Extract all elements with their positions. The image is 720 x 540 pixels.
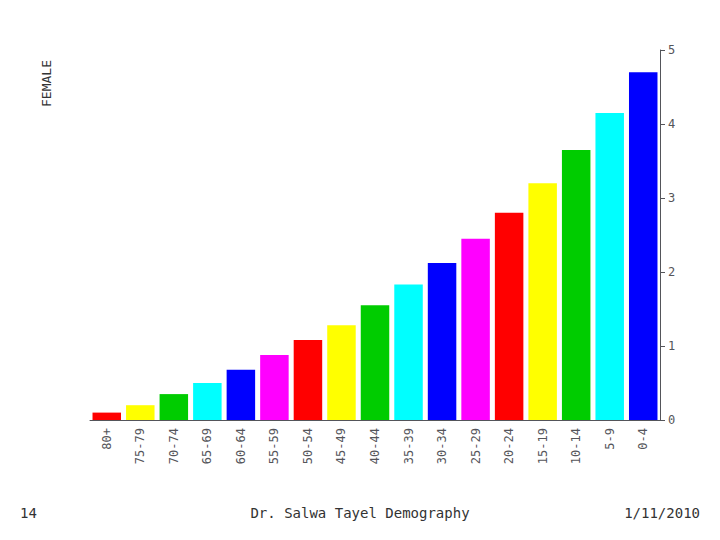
- svg-text:70-74: 70-74: [167, 428, 181, 464]
- svg-text:20-24: 20-24: [502, 428, 516, 464]
- svg-text:50-54: 50-54: [301, 428, 315, 464]
- svg-text:30-34: 30-34: [435, 428, 449, 464]
- svg-text:5-9: 5-9: [603, 428, 617, 450]
- svg-text:FEMALE: FEMALE: [39, 60, 54, 107]
- svg-text:Dr. Salwa Tayel Demography: Dr. Salwa Tayel Demography: [250, 505, 469, 521]
- svg-text:0-4: 0-4: [636, 428, 650, 450]
- svg-text:1: 1: [668, 339, 675, 353]
- svg-text:5: 5: [668, 43, 675, 57]
- svg-text:65-69: 65-69: [200, 428, 214, 464]
- svg-text:0: 0: [668, 413, 675, 427]
- svg-text:14: 14: [20, 505, 37, 521]
- svg-text:10-14: 10-14: [569, 428, 583, 464]
- svg-text:55-59: 55-59: [267, 428, 281, 464]
- svg-text:60-64: 60-64: [234, 428, 248, 464]
- svg-text:3: 3: [668, 191, 675, 205]
- svg-text:75-79: 75-79: [133, 428, 147, 464]
- svg-text:15-19: 15-19: [536, 428, 550, 464]
- svg-text:80+: 80+: [100, 428, 114, 450]
- svg-text:4: 4: [668, 117, 675, 131]
- svg-text:2: 2: [668, 265, 675, 279]
- svg-text:35-39: 35-39: [402, 428, 416, 464]
- svg-text:40-44: 40-44: [368, 428, 382, 464]
- svg-text:1/11/2010: 1/11/2010: [624, 505, 700, 521]
- svg-text:45-49: 45-49: [334, 428, 348, 464]
- svg-text:25-29: 25-29: [469, 428, 483, 464]
